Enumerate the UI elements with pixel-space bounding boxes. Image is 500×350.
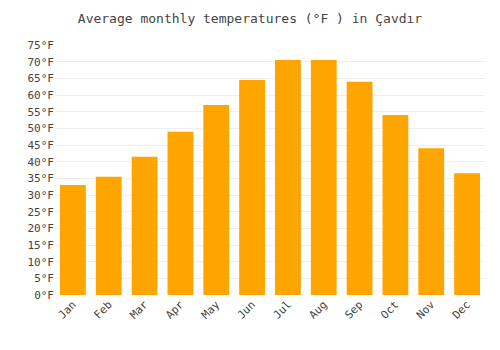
- svg-text:Mar: Mar: [127, 298, 151, 322]
- svg-text:15°F: 15°F: [28, 239, 55, 252]
- svg-text:35°F: 35°F: [28, 172, 55, 185]
- svg-text:40°F: 40°F: [28, 156, 55, 169]
- svg-text:55°F: 55°F: [28, 106, 55, 119]
- svg-text:Average monthly temperatures (: Average monthly temperatures (°F ) in Ça…: [78, 11, 423, 26]
- svg-text:Jun: Jun: [235, 298, 258, 321]
- svg-text:65°F: 65°F: [28, 72, 55, 85]
- svg-text:Jan: Jan: [56, 298, 79, 321]
- svg-text:25°F: 25°F: [28, 206, 55, 219]
- svg-text:5°F: 5°F: [34, 272, 54, 285]
- svg-text:70°F: 70°F: [28, 56, 55, 69]
- svg-text:Jul: Jul: [271, 298, 294, 321]
- svg-text:Oct: Oct: [378, 298, 401, 321]
- svg-text:10°F: 10°F: [28, 256, 55, 269]
- svg-text:60°F: 60°F: [28, 89, 55, 102]
- svg-text:May: May: [199, 298, 223, 322]
- svg-text:Aug: Aug: [307, 298, 330, 321]
- svg-text:Sep: Sep: [342, 298, 365, 321]
- svg-text:20°F: 20°F: [28, 222, 55, 235]
- svg-text:Apr: Apr: [163, 298, 187, 322]
- svg-text:0°F: 0°F: [34, 289, 54, 302]
- svg-text:Dec: Dec: [450, 298, 473, 321]
- svg-text:45°F: 45°F: [28, 139, 55, 152]
- svg-text:75°F: 75°F: [28, 39, 55, 52]
- svg-text:30°F: 30°F: [28, 189, 55, 202]
- svg-text:50°F: 50°F: [28, 122, 55, 135]
- svg-text:Nov: Nov: [414, 298, 438, 322]
- svg-text:Feb: Feb: [92, 298, 115, 321]
